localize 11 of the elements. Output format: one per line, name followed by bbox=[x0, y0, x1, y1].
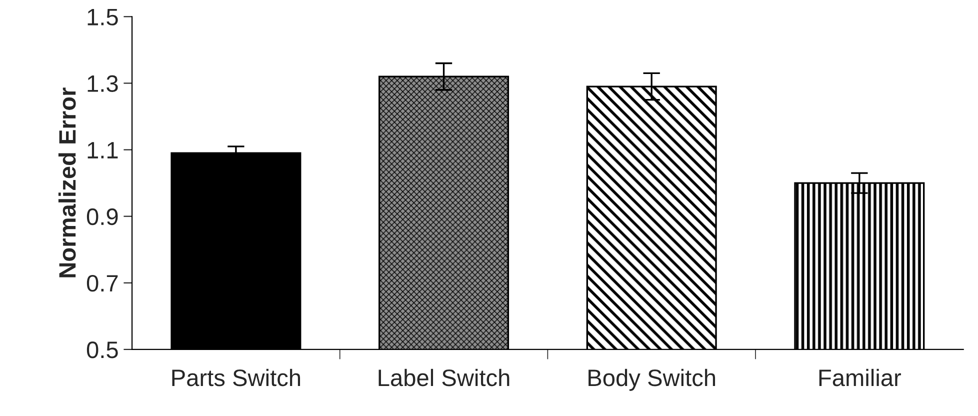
y-tick-label: 0.5 bbox=[86, 342, 118, 358]
y-tick-label: 1.3 bbox=[88, 75, 118, 92]
y-tick-label: 1.5 bbox=[88, 8, 118, 26]
y-tick-label: 1.1 bbox=[88, 142, 118, 158]
x-tick-label: Parts Switch bbox=[172, 368, 300, 386]
x-tick-label: Familiar bbox=[819, 368, 902, 386]
y-axis-title: Normalized Error bbox=[58, 88, 76, 278]
x-tick-label: Body Switch bbox=[588, 368, 716, 391]
y-tick-label: 0.7 bbox=[86, 274, 118, 292]
x-tick-label: Label Switch bbox=[378, 368, 510, 386]
y-tick-label: 0.9 bbox=[86, 208, 118, 226]
